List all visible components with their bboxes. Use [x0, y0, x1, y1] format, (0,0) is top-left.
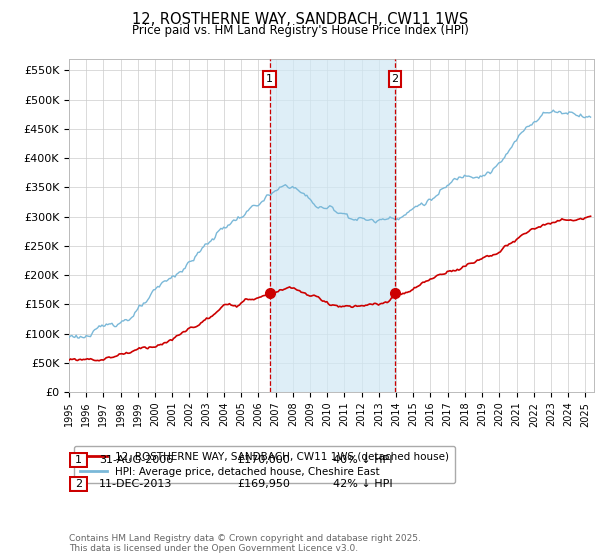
FancyBboxPatch shape [70, 477, 87, 491]
FancyBboxPatch shape [70, 452, 87, 467]
Text: Contains HM Land Registry data © Crown copyright and database right 2025.
This d: Contains HM Land Registry data © Crown c… [69, 534, 421, 553]
Text: 31-AUG-2006: 31-AUG-2006 [99, 455, 173, 465]
Text: £170,000: £170,000 [237, 455, 290, 465]
Bar [270, 59, 395, 392]
Text: 2: 2 [75, 479, 82, 489]
Text: £169,950: £169,950 [237, 479, 290, 489]
Text: Price paid vs. HM Land Registry's House Price Index (HPI): Price paid vs. HM Land Registry's House … [131, 24, 469, 37]
Text: 40% ↓ HPI: 40% ↓ HPI [333, 455, 392, 465]
Text: 11-DEC-2013: 11-DEC-2013 [99, 479, 172, 489]
Text: 42% ↓ HPI: 42% ↓ HPI [333, 479, 392, 489]
Legend: 12, ROSTHERNE WAY, SANDBACH, CW11 1WS (detached house), HPI: Average price, deta: 12, ROSTHERNE WAY, SANDBACH, CW11 1WS (d… [74, 446, 455, 483]
Text: 1: 1 [75, 455, 82, 465]
Text: 2: 2 [391, 74, 398, 84]
Text: 12, ROSTHERNE WAY, SANDBACH, CW11 1WS: 12, ROSTHERNE WAY, SANDBACH, CW11 1WS [132, 12, 468, 27]
Text: 1: 1 [266, 74, 273, 84]
